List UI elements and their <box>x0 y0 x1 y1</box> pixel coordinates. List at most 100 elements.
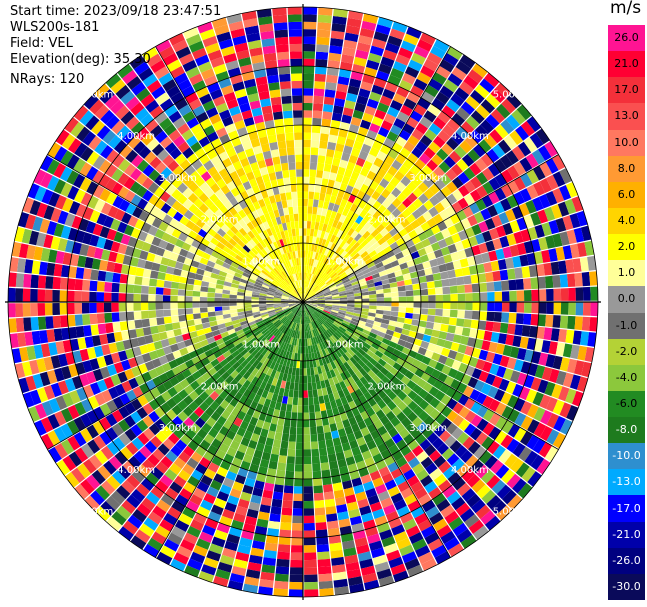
velocity-gate <box>478 242 488 254</box>
velocity-gate <box>259 271 268 278</box>
velocity-gate <box>501 184 513 198</box>
velocity-gate <box>323 394 330 403</box>
velocity-gate <box>360 167 370 177</box>
velocity-gate <box>475 432 488 446</box>
velocity-gate <box>481 469 495 484</box>
velocity-gate <box>89 209 101 223</box>
velocity-gate <box>297 191 303 199</box>
velocity-gate <box>382 49 398 61</box>
velocity-gate <box>457 432 470 445</box>
velocity-gate <box>580 331 589 346</box>
velocity-gate <box>315 529 328 538</box>
velocity-gate <box>203 493 216 505</box>
velocity-gate <box>140 478 155 492</box>
velocity-gate <box>402 197 413 208</box>
velocity-gate <box>461 327 471 337</box>
velocity-gate <box>305 323 308 332</box>
velocity-gate <box>486 311 495 322</box>
velocity-gate <box>131 398 143 411</box>
velocity-gate <box>263 482 275 492</box>
velocity-gate <box>287 344 292 352</box>
velocity-gate <box>99 334 109 345</box>
velocity-gate <box>373 257 382 265</box>
velocity-gate <box>403 33 419 46</box>
velocity-gate <box>264 278 272 284</box>
velocity-gate <box>282 307 290 311</box>
velocity-gate <box>322 287 330 292</box>
velocity-gate <box>434 231 445 242</box>
velocity-gate <box>226 229 235 238</box>
velocity-gate <box>297 346 301 354</box>
velocity-gate <box>230 312 239 318</box>
velocity-gate <box>535 128 550 145</box>
velocity-gate <box>234 373 243 383</box>
velocity-gate <box>338 68 352 79</box>
velocity-gate <box>280 403 287 412</box>
velocity-gate <box>106 399 118 413</box>
velocity-gate <box>383 288 391 294</box>
velocity-gate <box>454 445 468 458</box>
velocity-gate <box>309 330 313 338</box>
colorbar-tick-label: 10.0 <box>614 135 639 149</box>
velocity-gate <box>324 348 330 356</box>
velocity-gate <box>402 385 412 396</box>
colorbar-tick-label: 26.0 <box>614 31 639 45</box>
velocity-gate <box>156 210 167 221</box>
velocity-gate <box>281 296 289 299</box>
velocity-gate <box>505 257 515 269</box>
velocity-gate <box>499 355 510 368</box>
velocity-gate <box>303 250 306 258</box>
velocity-gate <box>233 558 248 569</box>
velocity-gate <box>387 390 397 401</box>
velocity-gate <box>390 468 403 479</box>
velocity-gate <box>118 283 127 293</box>
velocity-gate <box>179 215 190 226</box>
velocity-gate <box>139 250 149 260</box>
velocity-gate <box>476 172 488 185</box>
velocity-gate <box>403 433 415 445</box>
velocity-gate <box>548 341 558 355</box>
velocity-gate <box>270 369 277 378</box>
velocity-gate <box>315 237 320 245</box>
velocity-gate <box>228 250 238 258</box>
velocity-gate <box>274 580 289 590</box>
velocity-gate <box>30 288 38 302</box>
velocity-gate <box>390 336 400 344</box>
velocity-gate <box>23 317 32 332</box>
velocity-gate <box>506 438 520 453</box>
velocity-gate <box>64 213 76 227</box>
velocity-gate <box>475 198 487 211</box>
velocity-gate <box>404 493 418 506</box>
velocity-gate <box>292 523 303 531</box>
velocity-gate <box>190 519 204 532</box>
velocity-gate <box>420 254 430 263</box>
velocity-gate <box>451 233 462 244</box>
velocity-gate <box>326 329 333 337</box>
velocity-gate <box>584 347 595 363</box>
velocity-gate <box>125 302 134 312</box>
velocity-gate <box>307 289 312 296</box>
velocity-gate <box>148 244 159 255</box>
velocity-gate <box>308 292 315 298</box>
velocity-gate <box>345 313 353 318</box>
velocity-gate <box>552 355 563 370</box>
velocity-gate <box>447 471 461 485</box>
velocity-gate <box>193 512 207 525</box>
velocity-gate <box>199 401 210 412</box>
velocity-gate <box>272 14 288 24</box>
velocity-gate <box>73 189 86 203</box>
velocity-gate <box>408 229 418 239</box>
velocity-gate <box>161 362 172 373</box>
velocity-gate <box>160 257 170 266</box>
velocity-gate <box>206 336 216 344</box>
velocity-gate <box>391 406 402 417</box>
velocity-gate <box>333 180 342 190</box>
velocity-gate <box>295 315 299 323</box>
velocity-gate <box>316 260 321 269</box>
velocity-gate <box>441 143 454 156</box>
velocity-gate <box>271 345 278 354</box>
velocity-gate <box>156 279 165 288</box>
velocity-gate <box>317 326 324 334</box>
velocity-gate <box>345 311 354 316</box>
velocity-gate <box>388 517 402 529</box>
